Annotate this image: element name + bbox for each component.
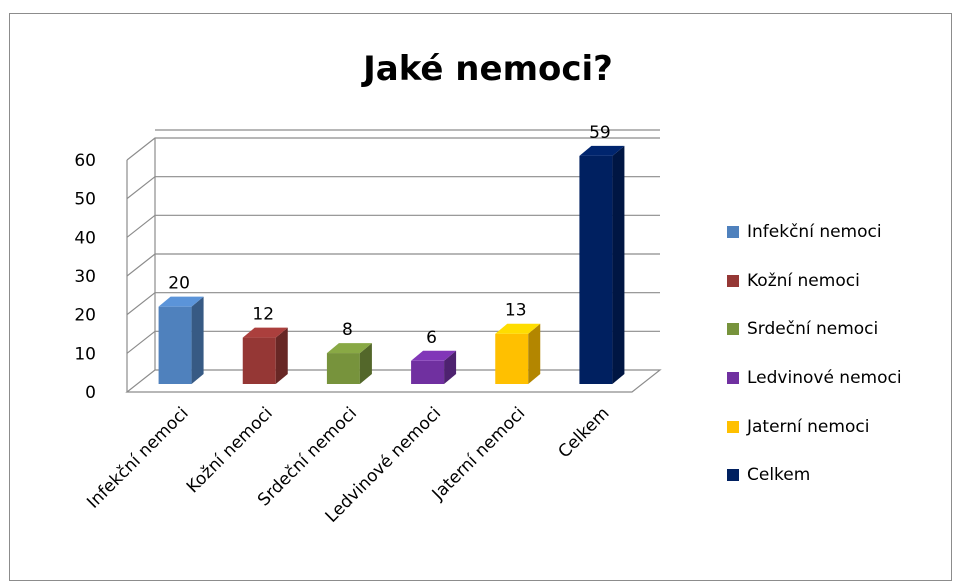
bar [579, 145, 625, 384]
y-tick-label: 10 [74, 344, 96, 364]
data-labels: 20 12 8 6 13 59 [168, 123, 610, 348]
bar-front [326, 353, 360, 384]
grid-lines [126, 129, 660, 354]
grid-line [126, 292, 660, 316]
legend-item: Ledvinové nemoci [727, 354, 952, 403]
bar [495, 323, 541, 384]
bar-front [242, 337, 276, 384]
bar-front [411, 360, 445, 384]
legend-label: Celkem [747, 465, 811, 486]
legend-swatch [727, 274, 739, 287]
legend-swatch [727, 372, 739, 385]
legend-label: Srdeční nemoci [747, 319, 879, 340]
legend-swatch [727, 323, 739, 336]
data-label: 13 [505, 301, 527, 321]
legend-item: Kožní nemoci [727, 257, 952, 306]
chart-title: Jaké nemoci? [361, 49, 613, 89]
grid-line [126, 214, 660, 238]
y-tick-label: 0 [85, 383, 96, 403]
x-tick-label: Kožní nemoci [183, 403, 277, 497]
y-tick-label: 40 [74, 228, 96, 248]
bar-side [359, 343, 372, 384]
chart-frame [9, 13, 952, 581]
legend-label: Ledvinové nemoci [747, 368, 902, 389]
bar-front [579, 155, 613, 384]
y-tick-label: 60 [74, 151, 96, 171]
floor [125, 369, 662, 393]
legend-label: Jaterní nemoci [747, 416, 870, 437]
legend-swatch [727, 420, 739, 433]
bars [158, 145, 625, 384]
y-tick-label: 20 [74, 306, 96, 326]
legend-item: Infekční nemoci [727, 208, 952, 257]
legend-item: Jaterní nemoci [727, 402, 952, 451]
bar-top [411, 350, 457, 361]
bar-side [275, 327, 288, 384]
y-tick-label: 50 [74, 190, 96, 210]
bar-side [444, 350, 457, 384]
grid-line [126, 330, 660, 354]
bar [411, 350, 457, 384]
legend-item: Celkem [727, 451, 952, 500]
data-label: 6 [426, 328, 437, 348]
x-tick-label: Celkem [555, 403, 614, 462]
bar-side [528, 323, 541, 384]
bar-top [495, 323, 541, 334]
bar-side [612, 145, 625, 384]
y-tick-label: 30 [74, 267, 96, 287]
grid-line [126, 253, 660, 277]
bar [158, 296, 204, 384]
data-label: 59 [589, 123, 611, 143]
bar-top [579, 145, 625, 156]
legend-label: Infekční nemoci [747, 222, 882, 243]
grid-line [126, 176, 660, 200]
legend-item: Srdeční nemoci [727, 305, 952, 354]
bar [242, 327, 288, 384]
bar-front [158, 306, 192, 384]
chart-legend: Infekční nemoci Kožní nemoci Srdeční nemoc… [727, 208, 952, 500]
data-label: 12 [252, 305, 274, 325]
bar-top [158, 296, 204, 307]
grid-line [126, 137, 660, 161]
data-label: 8 [342, 320, 353, 340]
bar-side [191, 296, 204, 384]
bar-front [495, 333, 529, 384]
legend-swatch [727, 469, 739, 482]
bar [326, 343, 372, 384]
legend-label: Kožní nemoci [747, 270, 860, 291]
data-label: 20 [168, 274, 190, 294]
y-axis-ticks: 0 10 20 30 40 50 60 [74, 151, 96, 403]
bar-top [242, 327, 288, 338]
legend-swatch [727, 226, 739, 239]
x-tick-label: Infekční nemoci [83, 403, 192, 512]
bar-top [326, 343, 372, 354]
